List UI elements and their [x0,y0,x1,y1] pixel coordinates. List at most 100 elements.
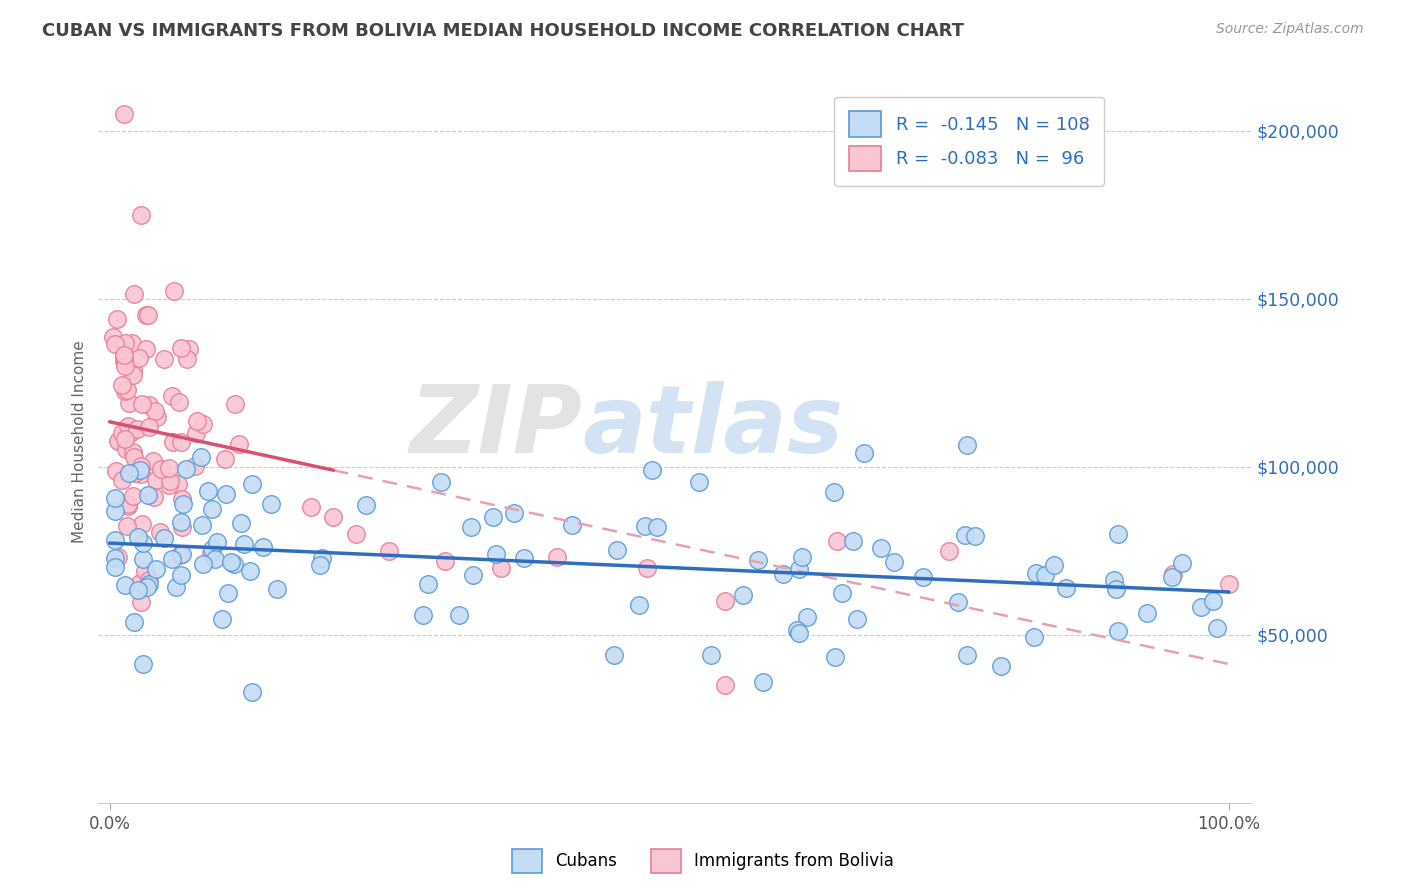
Point [546,550,568,565]
Point [204,551,226,566]
Point [114,384,136,398]
Point [953,528,976,542]
Point [214,452,236,467]
Point [111,425,134,440]
Point [138,398,160,412]
Point [129,208,152,222]
Point [824,650,846,665]
Text: Source: ZipAtlas.com: Source: ZipAtlas.com [1216,22,1364,37]
Point [217,586,239,600]
Point [118,467,141,481]
Point [789,625,811,640]
Y-axis label: Median Household Income: Median Household Income [72,340,87,543]
Point [322,510,344,524]
Point [434,554,457,568]
Point [176,352,198,367]
Point [170,341,193,355]
Point [135,342,157,356]
Point [131,517,153,532]
Point [200,546,222,560]
Point [135,308,157,322]
Point [163,284,186,298]
Point [160,389,183,403]
Legend: R =  -0.145   N = 108, R =  -0.083   N =  96: R = -0.145 N = 108, R = -0.083 N = 96 [834,96,1104,186]
Point [260,497,283,511]
Point [136,308,159,322]
Point [191,517,214,532]
Point [129,459,152,474]
Point [105,311,128,326]
Point [852,446,875,460]
Point [129,595,152,609]
Point [112,354,135,368]
Point [1136,607,1159,621]
Point [790,550,813,565]
Point [911,570,934,584]
Point [142,490,165,504]
Point [122,615,145,629]
Point [124,466,146,480]
Point [153,531,176,545]
Point [172,497,194,511]
Point [938,543,960,558]
Point [117,497,139,511]
Point [700,648,723,662]
Point [122,287,145,301]
Point [627,598,650,612]
Point [636,560,658,574]
Point [197,484,219,499]
Point [117,419,139,434]
Point [172,492,194,507]
Point [233,536,256,550]
Point [825,533,848,548]
Point [127,422,149,436]
Point [132,535,155,549]
Point [602,648,624,663]
Point [145,404,167,418]
Point [104,491,127,505]
Point [108,434,131,448]
Point [1218,577,1240,591]
Point [714,678,737,692]
Point [129,576,152,591]
Point [786,623,808,637]
Point [134,565,156,579]
Point [823,485,845,500]
Point [132,552,155,566]
Point [491,560,513,574]
Point [1054,581,1077,595]
Point [513,550,536,565]
Point [429,475,451,489]
Point [160,551,183,566]
Point [169,549,191,563]
Point [101,330,124,344]
Point [146,409,169,424]
Point [211,611,233,625]
Point [153,351,176,366]
Point [104,504,127,518]
Point [242,685,264,699]
Point [107,434,129,449]
Point [1202,594,1225,608]
Point [115,519,138,533]
Point [111,378,134,392]
Point [1107,526,1129,541]
Point [165,580,187,594]
Point [485,547,508,561]
Point [114,578,136,592]
Point [1024,630,1046,644]
Point [105,464,128,478]
Point [107,549,129,564]
Point [122,444,145,458]
Point [174,462,197,476]
Point [842,533,865,548]
Text: atlas: atlas [582,381,844,473]
Point [157,477,180,491]
Point [460,520,482,534]
Point [138,419,160,434]
Point [219,555,242,569]
Point [311,551,333,566]
Point [1160,570,1182,584]
Point [131,397,153,411]
Point [167,394,190,409]
